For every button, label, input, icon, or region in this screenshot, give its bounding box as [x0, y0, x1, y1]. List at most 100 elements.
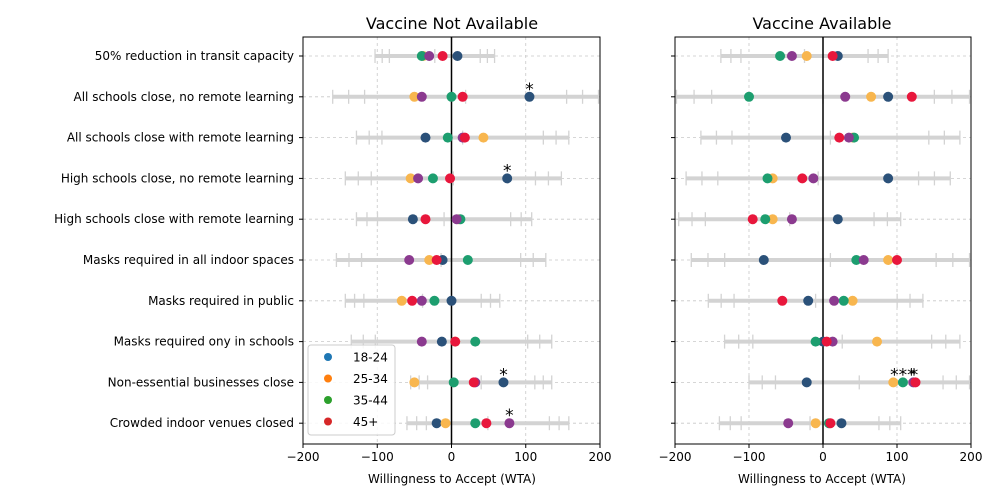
data-point: [801, 377, 812, 388]
data-point: [883, 173, 894, 184]
data-point: [781, 132, 791, 143]
significance-marker: *: [910, 365, 919, 385]
data-point: [502, 173, 513, 184]
significance-marker: *: [503, 161, 512, 181]
data-point: [416, 51, 427, 61]
data-point: [504, 418, 515, 429]
data-point: [436, 336, 447, 347]
legend-marker: [324, 396, 332, 404]
data-point: [906, 91, 917, 102]
data-point: [777, 295, 788, 306]
significance-marker: *: [525, 80, 534, 100]
data-point: [437, 51, 448, 61]
data-point: [883, 91, 894, 102]
significance-marker: *: [505, 406, 514, 426]
legend: 18-24 25-34 35-44 45+: [307, 344, 396, 436]
legend-marker: [324, 353, 332, 361]
data-point: [446, 295, 457, 306]
data-point: [801, 51, 812, 61]
data-point: [847, 295, 858, 306]
data-point: [431, 255, 442, 265]
x-axis-label: Willingness to Accept (WTA): [738, 472, 906, 486]
legend-marker: [324, 374, 332, 383]
data-point: [442, 132, 453, 143]
x-tick-label: 200: [960, 450, 983, 464]
data-point: [498, 377, 509, 388]
data-point: [783, 418, 794, 429]
data-point: [786, 51, 797, 61]
legend-box: [307, 344, 396, 436]
y-tick-label: Non-essential businesses close: [108, 375, 294, 389]
x-tick-label: 0: [819, 450, 827, 464]
data-point: [760, 214, 771, 225]
data-point: [810, 336, 821, 347]
data-point: [825, 418, 836, 429]
data-point: [897, 377, 908, 388]
data-point: [827, 51, 838, 61]
data-point: [883, 255, 894, 265]
data-point: [524, 91, 535, 102]
data-point: [450, 336, 461, 347]
data-point: [470, 336, 481, 347]
x-tick-label: −100: [733, 450, 766, 464]
legend-marker: [324, 417, 332, 426]
legend-label: 25-34: [353, 372, 388, 386]
data-point: [413, 173, 424, 184]
legend-label: 35-44: [353, 394, 388, 408]
x-tick-label: 200: [589, 450, 612, 464]
y-tick-label: All schools close, no remote learning: [74, 90, 294, 104]
data-point: [424, 51, 435, 61]
data-point: [858, 255, 869, 265]
data-point: [808, 173, 819, 184]
data-point: [420, 214, 431, 225]
data-point: [407, 214, 418, 225]
data-point: [803, 295, 814, 306]
data-point: [892, 255, 902, 265]
data-point: [744, 91, 754, 102]
data-point: [888, 377, 899, 388]
data-point: [420, 132, 431, 143]
data-point: [462, 255, 473, 265]
data-point: [851, 255, 862, 265]
y-tick-label: Crowded indoor venues closed: [110, 416, 294, 430]
data-point: [797, 173, 808, 184]
data-point: [431, 418, 442, 429]
data-point: [446, 91, 457, 102]
x-tick-label: 100: [514, 450, 537, 464]
data-point: [451, 214, 462, 225]
chart-title: Vaccine Not Available: [366, 14, 538, 33]
data-point: [767, 214, 778, 225]
x-axis-label: Willingness to Accept (WTA): [368, 472, 536, 486]
x-tick-label: −200: [287, 450, 320, 464]
data-point: [448, 377, 459, 388]
data-point: [836, 418, 847, 429]
data-point: [810, 418, 821, 429]
data-point: [409, 377, 420, 388]
data-point: [758, 255, 769, 265]
data-point: [834, 132, 845, 143]
data-point: [762, 173, 773, 184]
x-tick-label: 100: [886, 450, 909, 464]
data-point: [840, 91, 851, 102]
significance-marker: *: [499, 365, 508, 385]
data-point: [910, 377, 921, 388]
data-point: [829, 295, 840, 306]
data-point: [821, 336, 832, 347]
y-tick-label: Masks required in all indoor spaces: [83, 253, 294, 267]
data-point: [429, 295, 440, 306]
data-point: [457, 91, 468, 102]
panel-vaccine-available: Vaccine Available Willingness to Accept …: [659, 14, 983, 486]
data-point: [775, 51, 786, 61]
y-tick-label: Masks required in public: [148, 294, 294, 308]
data-point: [396, 295, 407, 306]
data-point: [832, 214, 843, 225]
y-tick-label: High schools close, no remote learning: [61, 171, 294, 185]
data-point: [478, 132, 489, 143]
data-point: [872, 336, 883, 347]
y-tick-label: 50% reduction in transit capacity: [95, 49, 294, 63]
data-point: [747, 214, 758, 225]
legend-label: 18-24: [353, 351, 388, 365]
data-point: [838, 295, 849, 306]
data-point: [459, 132, 470, 143]
